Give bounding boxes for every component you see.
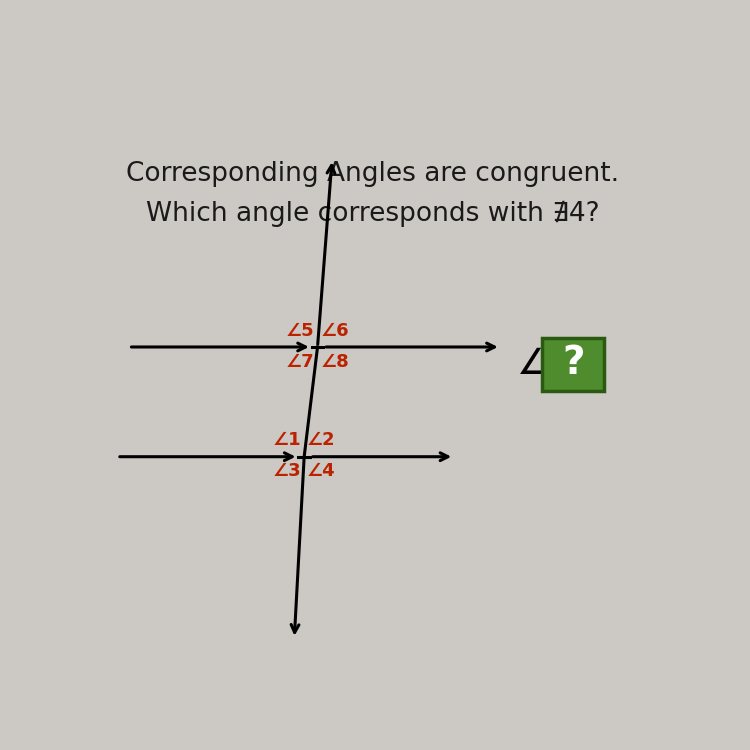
Text: ∠7: ∠7 <box>286 352 315 370</box>
Text: ∠8: ∠8 <box>320 352 350 370</box>
Text: ∠2: ∠2 <box>307 431 336 449</box>
Text: ∠1: ∠1 <box>273 431 302 449</box>
Text: ∠: ∠ <box>517 347 549 381</box>
Text: ?: ? <box>562 344 584 382</box>
Text: Corresponding Angles are congruent.: Corresponding Angles are congruent. <box>126 160 620 187</box>
Text: ∠5: ∠5 <box>286 322 315 340</box>
Text: Which angle corresponds with ∄4?: Which angle corresponds with ∄4? <box>146 201 599 227</box>
FancyBboxPatch shape <box>542 338 604 391</box>
Text: ∠6: ∠6 <box>320 322 349 340</box>
Text: ∠4: ∠4 <box>307 463 336 481</box>
Text: ∠3: ∠3 <box>273 463 302 481</box>
